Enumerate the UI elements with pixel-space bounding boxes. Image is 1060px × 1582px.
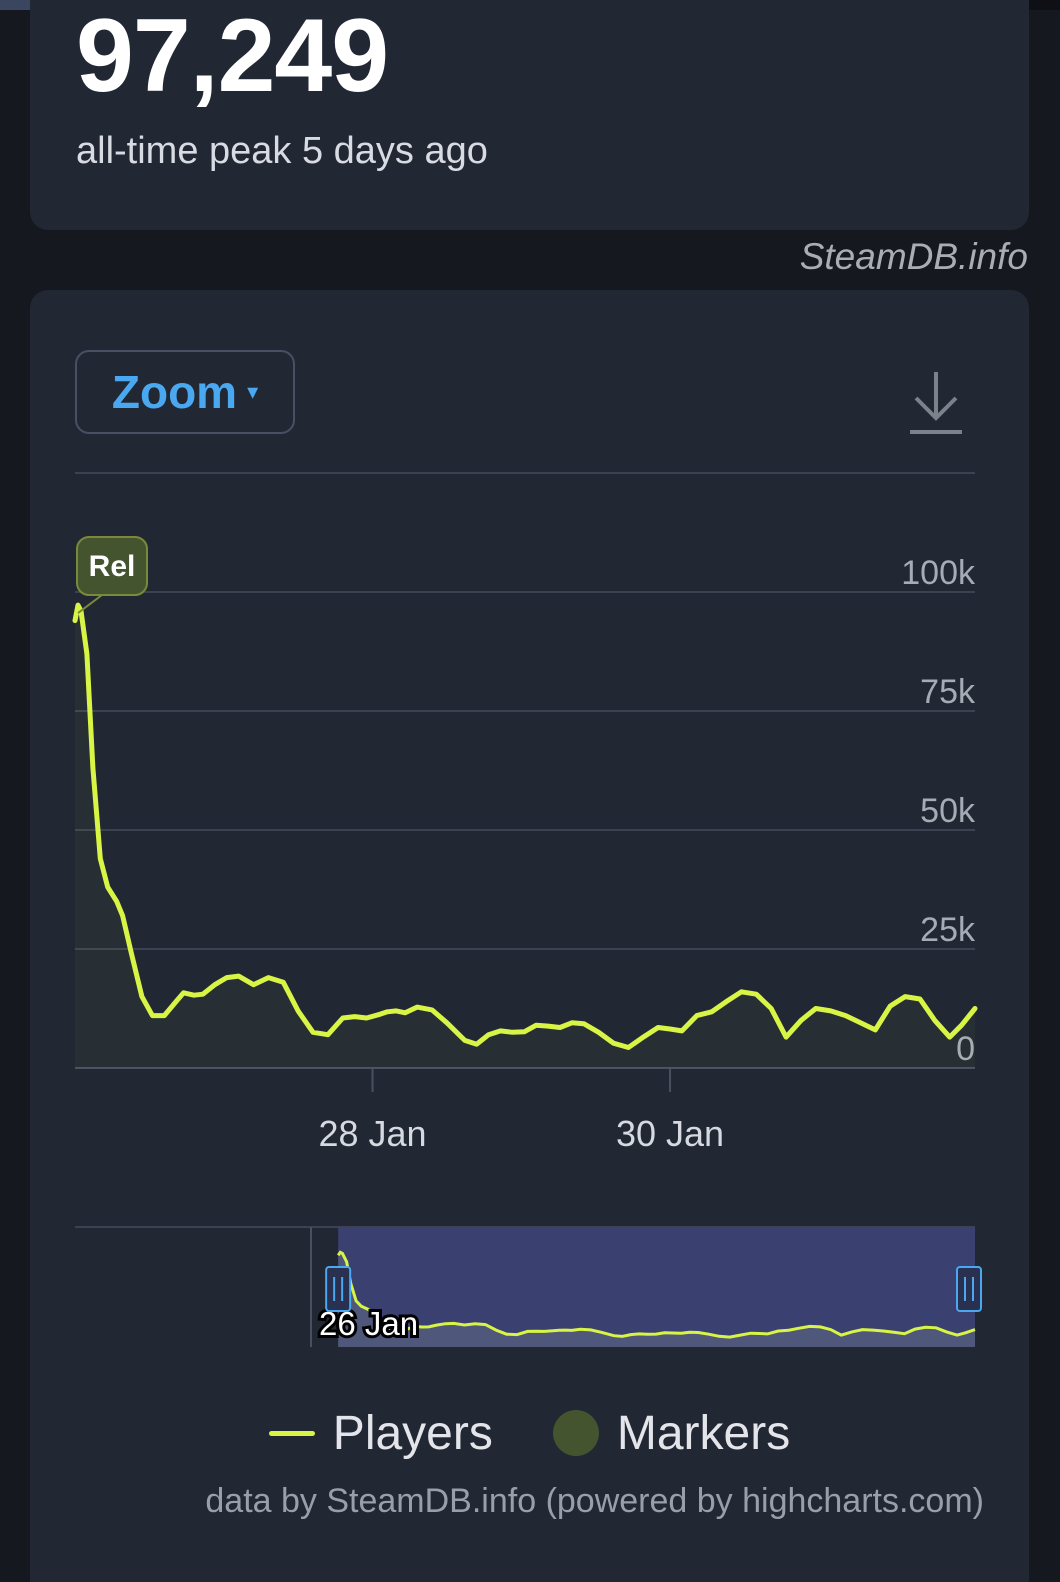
y-tick-label: 75k [920, 673, 976, 711]
highcharts-credit[interactable]: data by SteamDB.info (powered by highcha… [205, 1482, 984, 1520]
legend-line-icon [268, 1430, 315, 1436]
navigator-line [336, 1250, 976, 1339]
navigator-area [338, 1252, 975, 1347]
legend-item-players[interactable]: Players [268, 1406, 493, 1461]
x-tick-label: 28 Jan [318, 1113, 426, 1154]
legend-label: Players [332, 1406, 493, 1460]
y-tick-label: 0 [956, 1030, 975, 1068]
navigator-handle-left[interactable] [325, 1266, 352, 1312]
y-tick-label: 25k [920, 911, 976, 949]
steamdb-credit: SteamDB.info [799, 236, 1028, 277]
zoom-button[interactable]: Zoom ▾ [75, 350, 295, 434]
marker-label: Rel [89, 550, 136, 583]
peak-card: 97,249 all-time peak 5 days ago [30, 0, 1029, 230]
navigator-selection[interactable] [338, 1227, 975, 1347]
legend-dot-icon [552, 1410, 599, 1456]
peak-value: 97,249 [76, 0, 389, 114]
zoom-label: Zoom [111, 366, 238, 418]
x-tick-label: 30 Jan [616, 1113, 724, 1154]
navigator-handle-right[interactable] [956, 1266, 982, 1312]
players-area [75, 605, 975, 1068]
legend-item-markers[interactable]: Markers [552, 1406, 791, 1461]
y-tick-label: 100k [901, 554, 976, 592]
y-tick-label: 50k [920, 792, 976, 830]
caret-down-icon: ▾ [247, 379, 259, 404]
download-icon[interactable] [906, 368, 966, 436]
players-line [72, 602, 978, 1050]
peak-label: all-time peak 5 days ago [76, 130, 488, 172]
release-marker[interactable]: Rel [76, 536, 148, 614]
legend-label: Markers [616, 1406, 791, 1460]
chart-legend: Players Markers [30, 1398, 1029, 1468]
